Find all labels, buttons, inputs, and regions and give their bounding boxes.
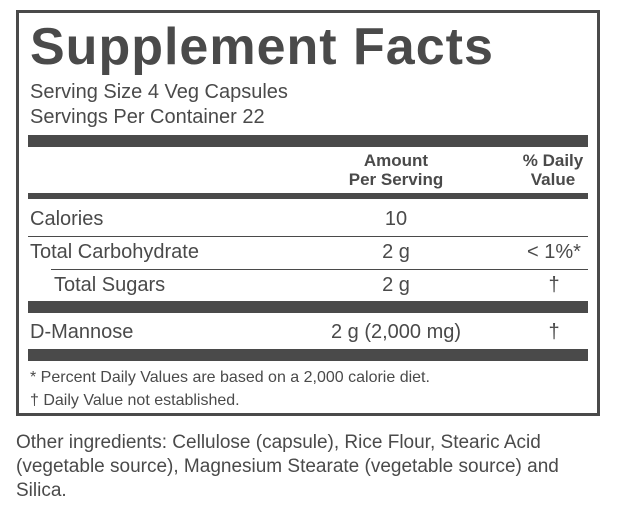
nutrient-amount: 2 g <box>382 274 410 296</box>
nutrient-name: Total Sugars <box>54 274 166 296</box>
thick-divider-middle <box>28 301 588 313</box>
nutrient-amount: 2 g <box>382 241 410 263</box>
serving-size: Serving Size 4 Veg Capsules <box>30 81 288 103</box>
thick-divider-top <box>28 135 588 147</box>
nutrient-daily-value: < 1%* <box>527 241 581 263</box>
nutrient-amount: 2 g (2,000 mg) <box>330 321 462 343</box>
label-title: Supplement Facts <box>30 18 494 76</box>
nutrient-daily-value: † <box>548 274 560 296</box>
row-divider <box>28 236 588 237</box>
supplement-facts-panel: Supplement Facts Serving Size 4 Veg Caps… <box>16 10 600 416</box>
medium-divider-header <box>28 193 588 199</box>
amount-header-line2: Per Serving <box>348 170 444 189</box>
daily-value-header: % Daily Value <box>500 151 606 189</box>
amount-per-serving-header: Amount Per Serving <box>316 151 476 189</box>
nutrient-name: Total Carbohydrate <box>30 241 199 263</box>
servings-per-container: Servings Per Container 22 <box>30 106 265 128</box>
other-ingredients: Other ingredients: Cellulose (capsule), … <box>16 432 559 501</box>
nutrient-name: D-Mannose <box>30 321 134 343</box>
row-divider <box>51 269 588 270</box>
footnote-not-established: † Daily Value not established. <box>30 392 240 409</box>
dv-header-line2: Value <box>530 170 576 189</box>
amount-header-line1: Amount <box>363 151 429 170</box>
nutrient-amount: 10 <box>384 208 408 230</box>
footnote-daily-values: * Percent Daily Values are based on a 2,… <box>30 369 430 386</box>
nutrient-daily-value: † <box>548 321 560 343</box>
nutrient-name: Calories <box>30 208 104 230</box>
dv-header-line1: % Daily <box>522 151 584 170</box>
thick-divider-bottom <box>28 349 588 361</box>
